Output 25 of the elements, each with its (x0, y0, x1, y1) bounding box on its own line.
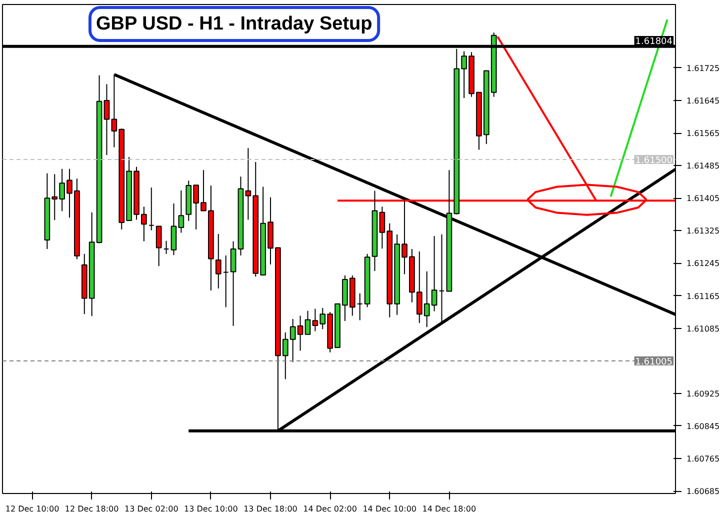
ref-line-label: 1.61500 (635, 156, 673, 166)
x-tick-label: 14 Dec 10:00 (362, 504, 417, 514)
y-tick-label: 1.60845 (686, 422, 720, 431)
y-tick-label: 1.60765 (686, 454, 720, 464)
x-tick-label: 13 Dec 18:00 (244, 504, 298, 514)
x-tick-label: 13 Dec 10:00 (184, 504, 238, 514)
y-tick-label: 1.61485 (686, 162, 720, 171)
y-tick-label: 1.61245 (686, 259, 720, 268)
x-tick-label: 14 Dec 02:00 (303, 504, 357, 514)
x-tick-label: 12 Dec 18:00 (64, 504, 119, 514)
y-tick-label: 1.61325 (686, 226, 720, 236)
y-tick-label: 1.61165 (686, 292, 720, 301)
annotation: 1.61804 (635, 37, 673, 47)
x-tick-label: 14 Dec 18:00 (422, 504, 476, 514)
text: GBP USD - H1 - Intraday Setup (96, 14, 372, 34)
y-tick-label: 1.60685 (686, 487, 720, 496)
y-tick-label: 1.61725 (686, 64, 720, 73)
x-tick-label: 13 Dec 02:00 (124, 504, 178, 514)
y-tick-label: 1.61405 (686, 194, 720, 204)
y-tick-label: 1.60925 (686, 389, 720, 398)
y-tick-label: 1.61645 (686, 96, 720, 106)
y-tick-label: 1.61085 (686, 324, 720, 334)
x-tick-label: 12 Dec 10:00 (5, 504, 60, 514)
ref-line-label: 1.61005 (635, 357, 672, 368)
y-tick-label: 1.61565 (686, 129, 720, 138)
